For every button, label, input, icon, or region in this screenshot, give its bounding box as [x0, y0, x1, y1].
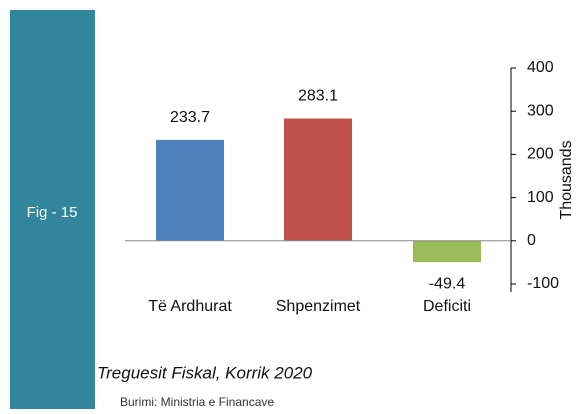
sidebar-label: Fig - 15	[27, 204, 78, 221]
x-tick-label: Shpenzimet	[276, 298, 361, 315]
y-tick-label: -100	[527, 275, 559, 292]
bar	[284, 118, 352, 241]
caption: Treguesit Fiskal, Korrik 2020	[97, 363, 313, 382]
value-label: 283.1	[298, 88, 338, 105]
bar	[413, 240, 481, 263]
x-tick-label: Deficiti	[423, 298, 471, 315]
value-label: 233.7	[170, 109, 210, 126]
y-axis-label: Thousands	[558, 140, 575, 219]
y-tick-label: 300	[527, 102, 554, 119]
y-tick-label: 200	[527, 146, 554, 163]
x-tick-label: Të Ardhurat	[148, 298, 232, 315]
y-tick-label: 0	[527, 232, 536, 249]
sidebar	[10, 10, 95, 409]
y-tick-label: 400	[527, 59, 554, 76]
value-label: -49.4	[429, 275, 466, 292]
y-tick-label: 100	[527, 189, 554, 206]
source: Burimi: Ministria e Financave	[120, 395, 274, 409]
bar	[156, 139, 224, 241]
